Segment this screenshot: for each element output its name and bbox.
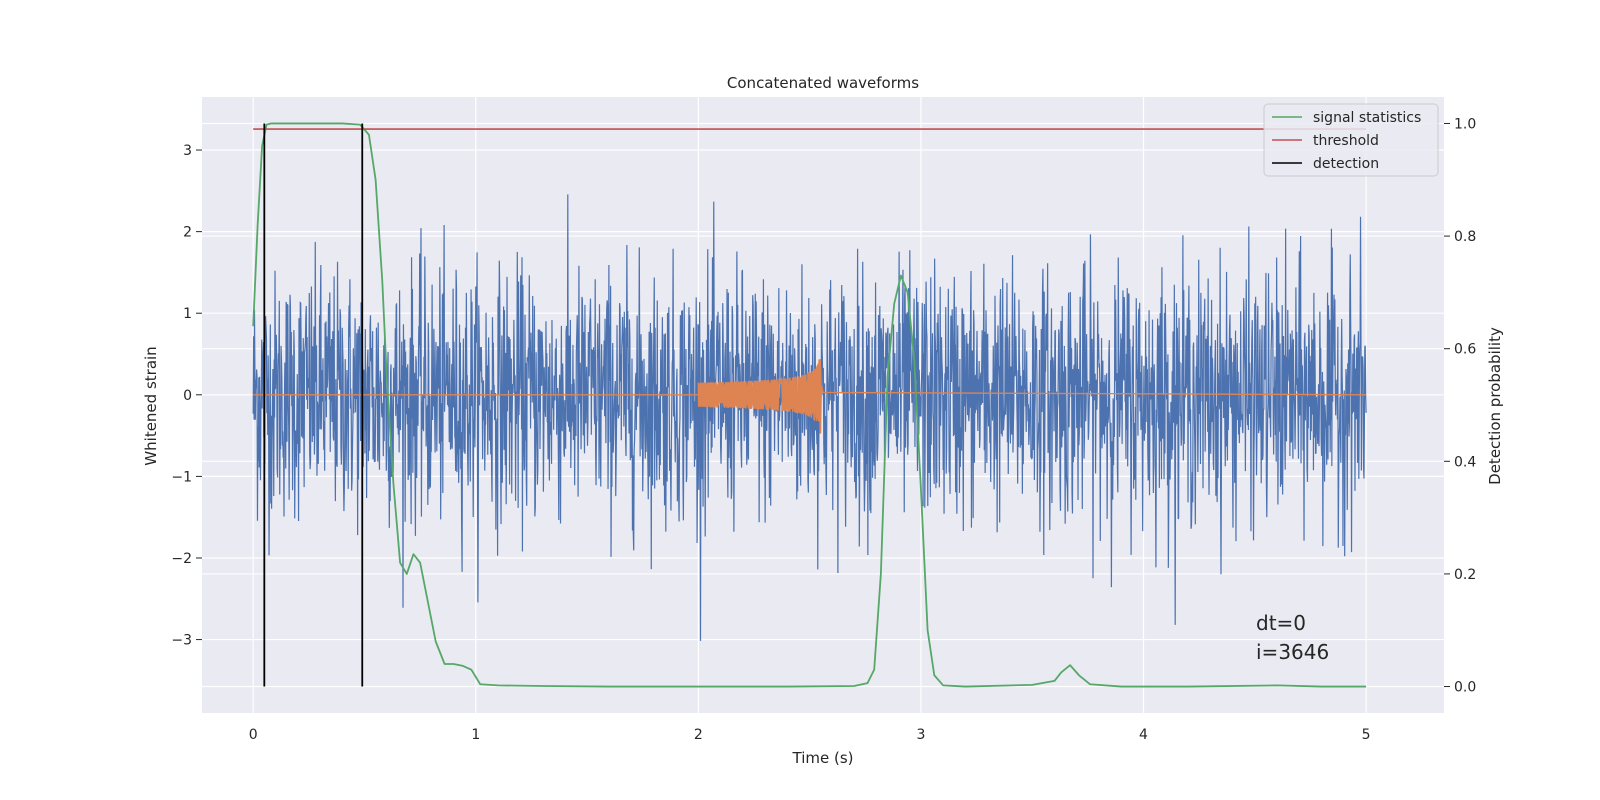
y-right-tick-label: 1.0	[1454, 116, 1476, 132]
y-right-tick-label: 0.8	[1454, 229, 1476, 245]
chart-title: Concatenated waveforms	[727, 74, 919, 92]
y-tick-label: 0	[183, 388, 192, 404]
y-axis-label: Whitened strain	[142, 346, 160, 465]
x-tick-label: 2	[694, 727, 703, 743]
ticks: 0 1 2 3 4 5 −3 −2 −1 0 1 2 3 0.0 0.2 0.4 0.6 0.8 1.0	[171, 116, 1476, 743]
y-axis-right-label: Detection probability	[1486, 327, 1504, 485]
legend-label-signal-statistics: signal statistics	[1313, 110, 1421, 126]
y-tick-label: 1	[183, 306, 192, 322]
legend-label-detection: detection	[1313, 156, 1379, 172]
x-tick-label: 4	[1139, 727, 1148, 743]
series-layer	[252, 122, 1367, 688]
y-tick-label: 3	[183, 143, 192, 159]
legend-box	[1263, 103, 1439, 177]
y-tick-label: −1	[171, 469, 192, 485]
y-right-tick-label: 0.0	[1454, 680, 1476, 696]
legend: signal statistics threshold detection	[1263, 103, 1439, 177]
x-tick-label: 5	[1362, 727, 1371, 743]
y-right-tick-label: 0.2	[1454, 567, 1476, 583]
y-tick-label: −2	[171, 551, 192, 567]
x-tick-label: 3	[916, 727, 925, 743]
x-tick-label: 1	[471, 727, 480, 743]
x-tick-label: 0	[249, 727, 258, 743]
y-tick-label: 2	[183, 225, 192, 241]
annotation-index: i=3646	[1256, 640, 1329, 664]
y-right-tick-label: 0.4	[1454, 454, 1476, 470]
legend-label-threshold: threshold	[1313, 133, 1379, 149]
y-right-tick-label: 0.6	[1454, 342, 1476, 358]
y-tick-label: −3	[171, 633, 192, 649]
annotation-dt: dt=0	[1256, 611, 1306, 635]
series-chirp-line	[253, 359, 1367, 434]
x-axis-label: Time (s)	[792, 749, 854, 767]
